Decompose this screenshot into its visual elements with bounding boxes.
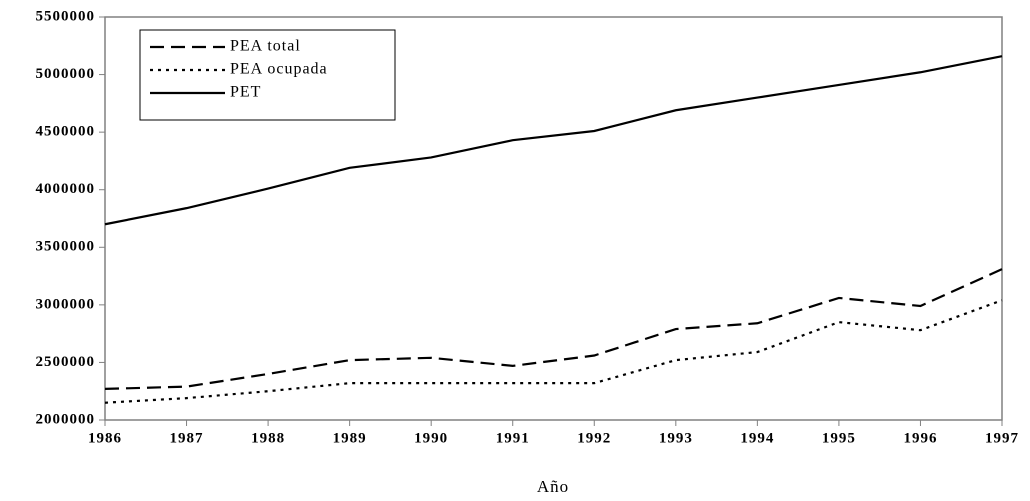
legend-box <box>139 29 396 121</box>
x-tick-label: 1990 <box>414 430 448 446</box>
x-tick-label: 1987 <box>170 430 204 446</box>
y-tick-label: 4500000 <box>36 124 96 140</box>
y-tick-label: 2500000 <box>36 354 96 370</box>
y-tick-label: 3500000 <box>36 239 96 255</box>
x-tick-label: 1986 <box>88 430 122 446</box>
y-tick-label: 5500000 <box>36 8 96 24</box>
legend-label: PEA total <box>230 38 301 55</box>
x-tick-label: 1992 <box>577 430 611 446</box>
x-tick-label: 1989 <box>333 430 367 446</box>
x-axis-title: Año <box>537 477 569 496</box>
legend-label: PEA ocupada <box>230 61 328 78</box>
series-line <box>104 268 1003 391</box>
series-line <box>104 55 1003 226</box>
x-tick-label: 1995 <box>822 430 856 446</box>
legend-label: PET <box>230 84 261 101</box>
x-tick-label: 1993 <box>659 430 693 446</box>
x-tick-label: 1994 <box>740 430 774 446</box>
x-tick-label: 1988 <box>251 430 285 446</box>
y-tick-label: 3000000 <box>36 296 96 312</box>
x-tick-label: 1991 <box>496 430 530 446</box>
y-tick-label: 5000000 <box>36 66 96 82</box>
x-tick-label: 1996 <box>903 430 937 446</box>
x-tick-label: 1997 <box>985 430 1019 446</box>
y-tick-label: 4000000 <box>36 181 96 197</box>
series-line <box>104 299 1003 404</box>
plot-frame <box>104 16 1003 421</box>
y-tick-label: 2000000 <box>36 411 96 427</box>
